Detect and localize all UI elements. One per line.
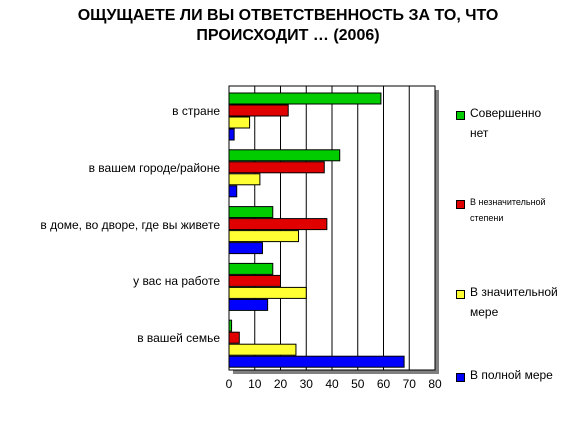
chart-title: ОЩУЩАЕТЕ ЛИ ВЫ ОТВЕТСТВЕННОСТЬ ЗА ТО, ЧТ… — [0, 6, 576, 46]
bar — [228, 218, 328, 231]
x-tick-label: 40 — [325, 377, 339, 391]
legend-swatch — [456, 200, 465, 209]
category-label: в вашем городе/районе — [88, 160, 220, 175]
bar — [228, 206, 274, 219]
legend-label: В полной мере — [470, 368, 553, 382]
x-tick-label: 70 — [403, 377, 417, 391]
bar — [228, 116, 251, 129]
bar — [228, 185, 238, 198]
category-label: в доме, во дворе, где вы живете — [40, 217, 220, 232]
category-label: в вашей семье — [137, 331, 220, 346]
legend-swatch — [456, 290, 465, 299]
bar — [228, 161, 325, 174]
category-label: у вас на работе — [133, 274, 220, 289]
legend-label: В незначительной степени — [470, 197, 546, 223]
bar — [228, 242, 263, 255]
chart-title-line-1: ОЩУЩАЕТЕ ЛИ ВЫ ОТВЕТСТВЕННОСТЬ ЗА ТО, ЧТ… — [77, 7, 499, 24]
x-tick-label: 20 — [274, 377, 288, 391]
x-tick-label: 60 — [377, 377, 391, 391]
category-label: в стране — [172, 104, 220, 118]
bar — [228, 274, 281, 287]
bar — [228, 262, 274, 275]
x-tick-label: 80 — [428, 377, 442, 391]
bar — [228, 355, 405, 368]
bar — [228, 319, 233, 332]
x-tick-label: 0 — [226, 377, 233, 391]
bar — [228, 298, 269, 311]
bar — [228, 92, 382, 105]
x-tick-label: 10 — [248, 377, 262, 391]
bar — [228, 149, 341, 162]
bar — [228, 128, 235, 141]
legend-label: В значительной мере — [470, 285, 558, 319]
legend-swatch — [456, 111, 465, 120]
bar — [228, 104, 289, 117]
bar — [228, 331, 240, 344]
x-tick-label: 30 — [300, 377, 314, 391]
bar — [228, 173, 261, 186]
legend-swatch — [456, 373, 465, 382]
x-tick-label: 50 — [351, 377, 365, 391]
legend-label: Совершенно нет — [470, 106, 542, 140]
chart-title-line-2: ПРОИСХОДИТ … (2006) — [196, 27, 380, 44]
bar — [228, 286, 307, 299]
bar — [228, 230, 300, 243]
bar — [228, 343, 297, 356]
